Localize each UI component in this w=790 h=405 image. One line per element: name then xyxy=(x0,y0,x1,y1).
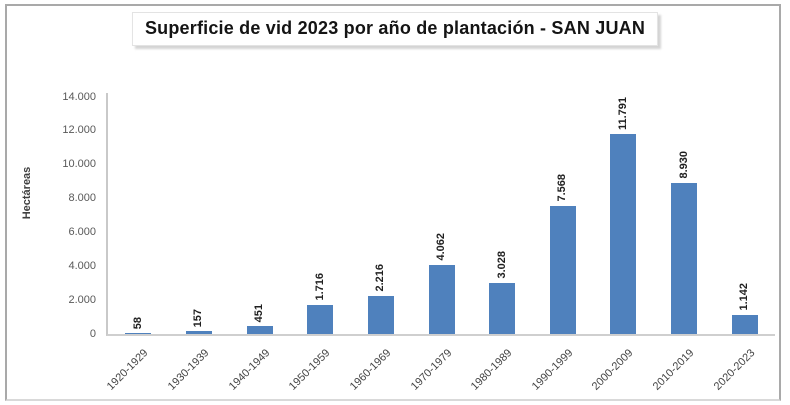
chart-title: Superficie de vid 2023 por año de planta… xyxy=(144,18,646,38)
bar-value-label: 2.216 xyxy=(374,264,387,292)
x-tick-label: 1980-1989 xyxy=(468,347,515,393)
bar-value-label: 58 xyxy=(131,316,144,329)
bar-group-1990-1999: 7.568 xyxy=(532,93,593,334)
y-tick-label: 8.000 xyxy=(68,192,96,205)
bar-value-label: 3.028 xyxy=(495,251,508,279)
bar-value-label: 8.930 xyxy=(677,151,690,179)
y-tick-label: 4.000 xyxy=(68,259,96,272)
chart-title-box: Superficie de vid 2023 por año de planta… xyxy=(131,12,659,46)
bar-group-1930-1939: 157 xyxy=(169,93,230,334)
bar-group-2000-2009: 11.791 xyxy=(593,93,654,334)
x-tick-label: 2000-2009 xyxy=(590,347,636,393)
bar-2020-2023 xyxy=(731,315,758,334)
plot-area: 58 157 451 1.716 2.216 4.062 3.028 7.568 11.791 8… xyxy=(106,93,775,336)
bar-1980-1989 xyxy=(489,283,516,334)
y-tick-label: 10.000 xyxy=(62,158,96,171)
bar-1950-1959 xyxy=(307,305,334,334)
bar-1970-1979 xyxy=(428,265,455,334)
bar-value-label: 4.062 xyxy=(435,233,448,261)
y-tick-label: 6.000 xyxy=(68,225,96,238)
bar-group-1960-1969: 2.216 xyxy=(351,93,412,334)
bar-value-label: 11.791 xyxy=(616,96,629,130)
bar-1940-1949 xyxy=(246,326,273,334)
x-tick-label: 1940-1949 xyxy=(226,347,273,393)
x-tick-label: 1960-1969 xyxy=(347,347,394,393)
x-tick-label: 1920-1929 xyxy=(105,347,151,393)
x-tick-label: 1950-1959 xyxy=(287,347,333,393)
bar-group-1980-1989: 3.028 xyxy=(472,93,533,334)
x-tick-label: 2010-2019 xyxy=(650,347,697,393)
bar-group-1970-1979: 4.062 xyxy=(411,93,472,334)
bar-1990-1999 xyxy=(549,206,576,334)
y-axis-labels: 0 2.000 4.000 6.000 8.000 10.000 12.000 14.000 xyxy=(28,0,96,405)
bar-1960-1969 xyxy=(367,296,394,334)
bar-group-1920-1929: 58 xyxy=(108,93,169,334)
bar-value-label: 157 xyxy=(192,308,205,327)
bar-group-2010-2019: 8.930 xyxy=(654,93,715,334)
x-tick-label: 1970-1979 xyxy=(408,347,454,393)
x-tick-label: 2020-2023 xyxy=(711,347,758,393)
x-axis-labels: 1920-1929 1930-1939 1940-1949 1950-1959 1960… xyxy=(105,341,773,401)
bar-1920-1929 xyxy=(125,333,152,334)
bar-value-label: 451 xyxy=(253,303,266,322)
y-tick-label: 0 xyxy=(89,327,96,340)
bar-2010-2019 xyxy=(671,183,698,334)
bar-value-label: 1.142 xyxy=(738,283,751,311)
x-tick-label: 1990-1999 xyxy=(529,347,576,393)
y-tick-label: 14.000 xyxy=(62,90,96,103)
bar-value-label: 1.716 xyxy=(313,273,326,301)
y-tick-label: 12.000 xyxy=(62,124,96,137)
y-tick-label: 2.000 xyxy=(68,293,96,306)
bar-group-2020-2023: 1.142 xyxy=(714,93,775,334)
bar-group-1950-1959: 1.716 xyxy=(290,93,351,334)
bar-1930-1939 xyxy=(185,331,212,334)
bar-value-label: 7.568 xyxy=(556,174,569,202)
bar-2000-2009 xyxy=(610,134,637,334)
bar-group-1940-1949: 451 xyxy=(229,93,290,334)
x-tick-label: 1930-1939 xyxy=(165,347,212,393)
